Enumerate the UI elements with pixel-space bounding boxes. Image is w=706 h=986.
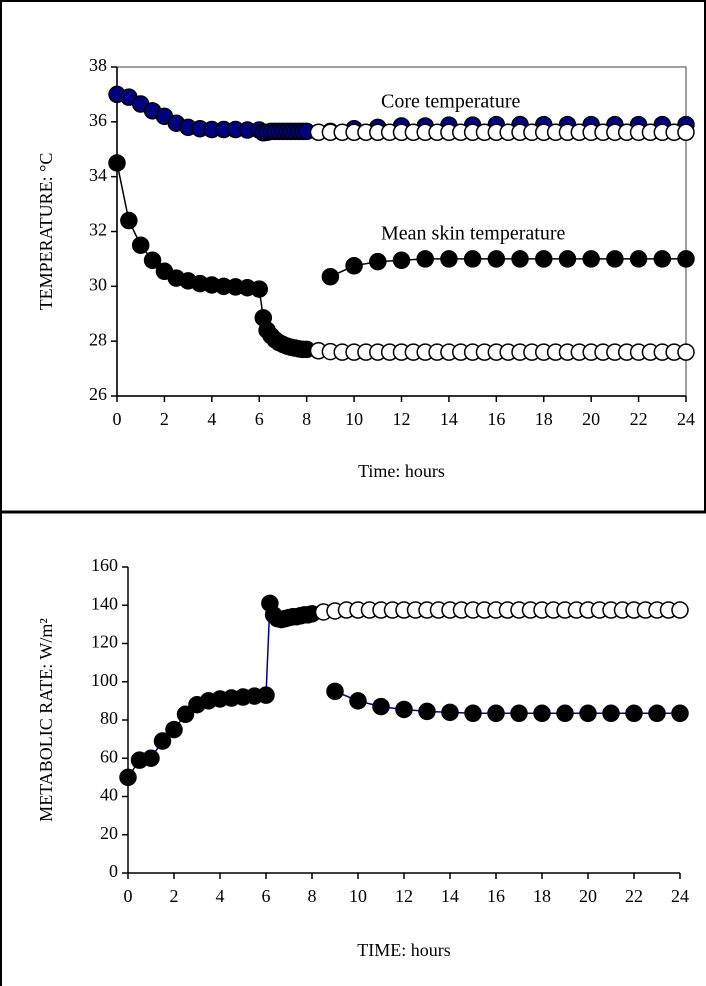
y-axis-label: METABOLIC RATE: W/m² bbox=[36, 618, 56, 822]
data-point bbox=[416, 250, 434, 268]
y-tick-label: 26 bbox=[89, 384, 107, 404]
x-tick-label: 18 bbox=[533, 886, 551, 906]
data-point bbox=[257, 686, 275, 704]
y-tick-label: 0 bbox=[109, 861, 118, 881]
x-tick-label: 18 bbox=[535, 409, 553, 429]
x-axis-label: TIME: hours bbox=[357, 940, 451, 960]
data-point bbox=[153, 732, 172, 750]
data-point bbox=[120, 211, 138, 230]
data-point bbox=[392, 251, 411, 270]
y-tick-label: 32 bbox=[89, 220, 107, 240]
x-tick-label: 2 bbox=[170, 886, 179, 906]
x-tick-label: 20 bbox=[579, 886, 597, 906]
data-point bbox=[165, 720, 183, 739]
y-tick-label: 38 bbox=[89, 55, 107, 75]
data-point bbox=[326, 682, 344, 701]
data-point bbox=[511, 250, 529, 268]
x-tick-label: 22 bbox=[630, 409, 648, 429]
data-point bbox=[372, 697, 390, 716]
data-point bbox=[533, 704, 551, 723]
data-point bbox=[418, 702, 436, 721]
data-point bbox=[677, 250, 695, 268]
x-tick-label: 10 bbox=[345, 409, 363, 429]
data-point bbox=[487, 704, 505, 723]
y-tick-label: 40 bbox=[100, 785, 118, 805]
data-point bbox=[176, 705, 195, 724]
x-tick-label: 0 bbox=[113, 409, 122, 429]
y-tick-label: 36 bbox=[89, 110, 107, 130]
x-tick-label: 8 bbox=[302, 409, 311, 429]
data-point bbox=[677, 123, 695, 142]
x-tick-label: 2 bbox=[160, 409, 169, 429]
y-tick-label: 30 bbox=[89, 274, 107, 294]
data-point bbox=[648, 704, 666, 723]
data-point bbox=[349, 692, 367, 710]
x-axis-label: Time: hours bbox=[358, 461, 445, 481]
x-tick-label: 24 bbox=[677, 409, 695, 429]
x-tick-label: 6 bbox=[255, 409, 264, 429]
data-point bbox=[487, 250, 506, 268]
data-point bbox=[556, 704, 574, 723]
x-tick-label: 4 bbox=[207, 409, 216, 429]
y-tick-label: 120 bbox=[91, 632, 118, 652]
series-label: Mean skin temperature bbox=[381, 223, 565, 245]
series-line bbox=[127, 603, 680, 778]
data-point bbox=[606, 250, 624, 268]
data-point bbox=[625, 704, 643, 723]
x-tick-label: 4 bbox=[216, 886, 225, 906]
data-point bbox=[250, 280, 268, 298]
x-tick-label: 16 bbox=[487, 409, 505, 429]
data-point bbox=[131, 236, 150, 254]
data-point bbox=[142, 749, 160, 767]
data-point bbox=[582, 250, 600, 268]
data-point bbox=[143, 251, 162, 270]
x-tick-label: 0 bbox=[124, 886, 133, 906]
y-tick-label: 34 bbox=[89, 165, 107, 185]
x-tick-label: 12 bbox=[395, 886, 413, 906]
data-point bbox=[108, 154, 126, 172]
data-point bbox=[440, 250, 458, 268]
y-tick-label: 160 bbox=[91, 555, 118, 575]
data-point bbox=[345, 257, 363, 275]
x-tick-label: 12 bbox=[393, 409, 411, 429]
x-tick-label: 16 bbox=[487, 886, 505, 906]
series-label: Core temperature bbox=[381, 91, 520, 113]
data-point bbox=[602, 704, 620, 723]
data-point bbox=[629, 250, 648, 268]
y-tick-label: 80 bbox=[100, 708, 118, 728]
data-point bbox=[558, 250, 577, 268]
data-point bbox=[579, 704, 597, 723]
data-point bbox=[464, 704, 482, 723]
data-point bbox=[321, 267, 340, 286]
x-tick-label: 8 bbox=[308, 886, 317, 906]
data-point bbox=[653, 250, 672, 268]
y-tick-label: 20 bbox=[100, 823, 118, 843]
data-point bbox=[463, 250, 482, 268]
x-tick-label: 14 bbox=[441, 886, 459, 906]
y-axis-label: TEMPERATURE: °C bbox=[36, 153, 56, 311]
y-tick-label: 60 bbox=[100, 746, 118, 766]
x-tick-label: 24 bbox=[671, 886, 689, 906]
y-tick-label: 140 bbox=[91, 593, 118, 613]
y-tick-label: 100 bbox=[91, 670, 118, 690]
data-point bbox=[369, 252, 387, 271]
x-tick-label: 22 bbox=[625, 886, 643, 906]
data-point bbox=[535, 250, 553, 268]
data-point bbox=[671, 704, 689, 723]
data-point bbox=[395, 700, 413, 719]
x-tick-label: 20 bbox=[582, 409, 600, 429]
x-tick-label: 14 bbox=[440, 409, 458, 429]
data-point bbox=[119, 768, 137, 787]
data-point bbox=[441, 703, 459, 722]
data-point bbox=[677, 343, 695, 361]
x-tick-label: 10 bbox=[349, 886, 367, 906]
x-tick-label: 6 bbox=[262, 886, 271, 906]
data-point bbox=[671, 601, 689, 619]
data-point bbox=[510, 704, 528, 723]
y-tick-label: 28 bbox=[89, 329, 107, 349]
